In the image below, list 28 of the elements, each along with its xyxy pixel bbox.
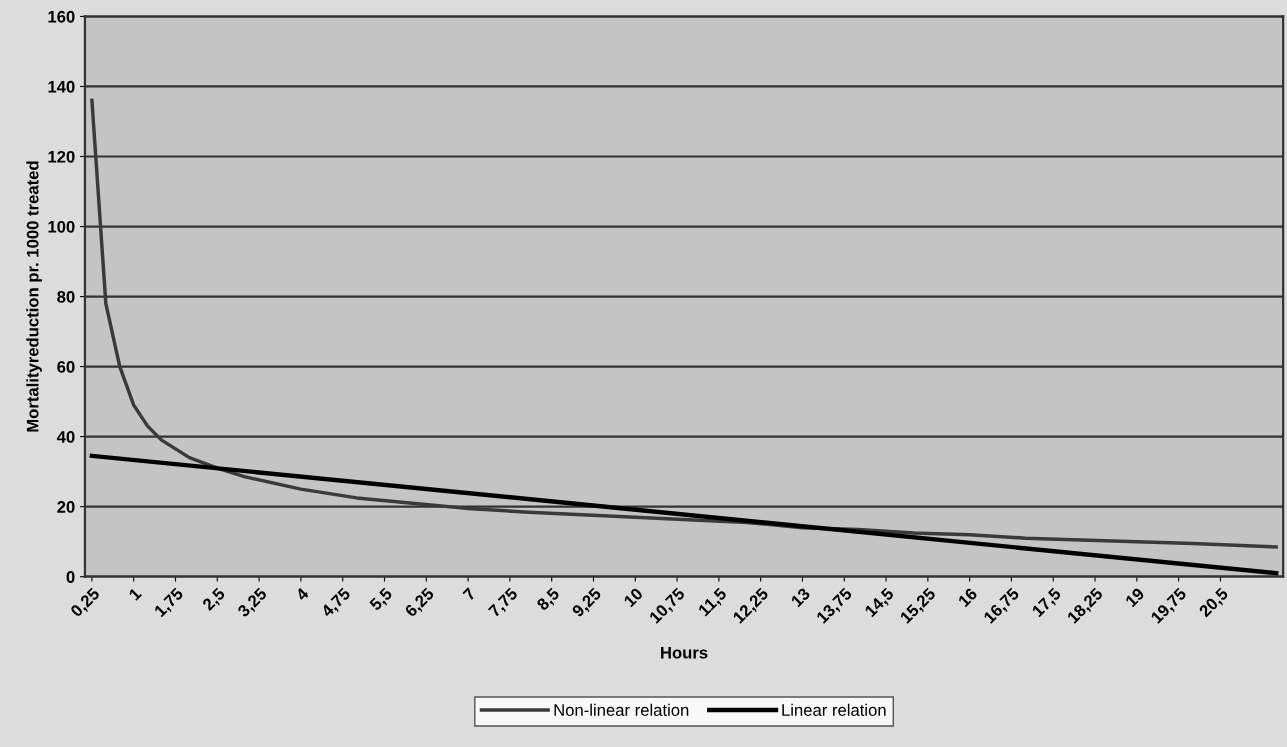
x-tick-label: 4 (294, 586, 310, 602)
x-tick-label: 0,25 (69, 587, 102, 620)
x-tick-label: 7,75 (487, 587, 520, 620)
y-tick-label: 60 (57, 360, 75, 373)
legend-label: Non-linear relation (554, 703, 689, 716)
y-tick-label: 160 (48, 10, 75, 23)
legend-label: Linear relation (782, 703, 886, 716)
y-tick-label: 40 (56, 431, 75, 443)
y-tick-label: 100 (48, 220, 75, 233)
x-axis-title: Hours (661, 646, 708, 659)
x-tick-label: 13 (790, 587, 811, 608)
x-tick-label: 1 (128, 587, 142, 601)
y-axis-title: Mortalityreduction pr. 1000 treated (26, 161, 42, 432)
y-tick-label: 20 (57, 501, 75, 513)
x-tick-label: 5,5 (368, 587, 395, 613)
line-series (90, 98, 1278, 549)
x-tick-label: 4,75 (320, 587, 353, 620)
x-tick-label: 10 (623, 587, 644, 608)
x-tick-label: 19 (1124, 587, 1146, 608)
y-tick-label: 120 (48, 150, 75, 163)
y-tick-label: 140 (48, 80, 75, 93)
y-tick-label: 80 (57, 290, 75, 303)
x-tick-label: 7 (462, 587, 477, 601)
y-tick-label: 0 (66, 571, 75, 583)
x-tick-label: 6,25 (404, 587, 437, 620)
x-tick-label: 8,5 (535, 587, 562, 613)
x-tick-label: 2,5 (201, 587, 228, 613)
x-tick-label: 16 (957, 587, 978, 608)
